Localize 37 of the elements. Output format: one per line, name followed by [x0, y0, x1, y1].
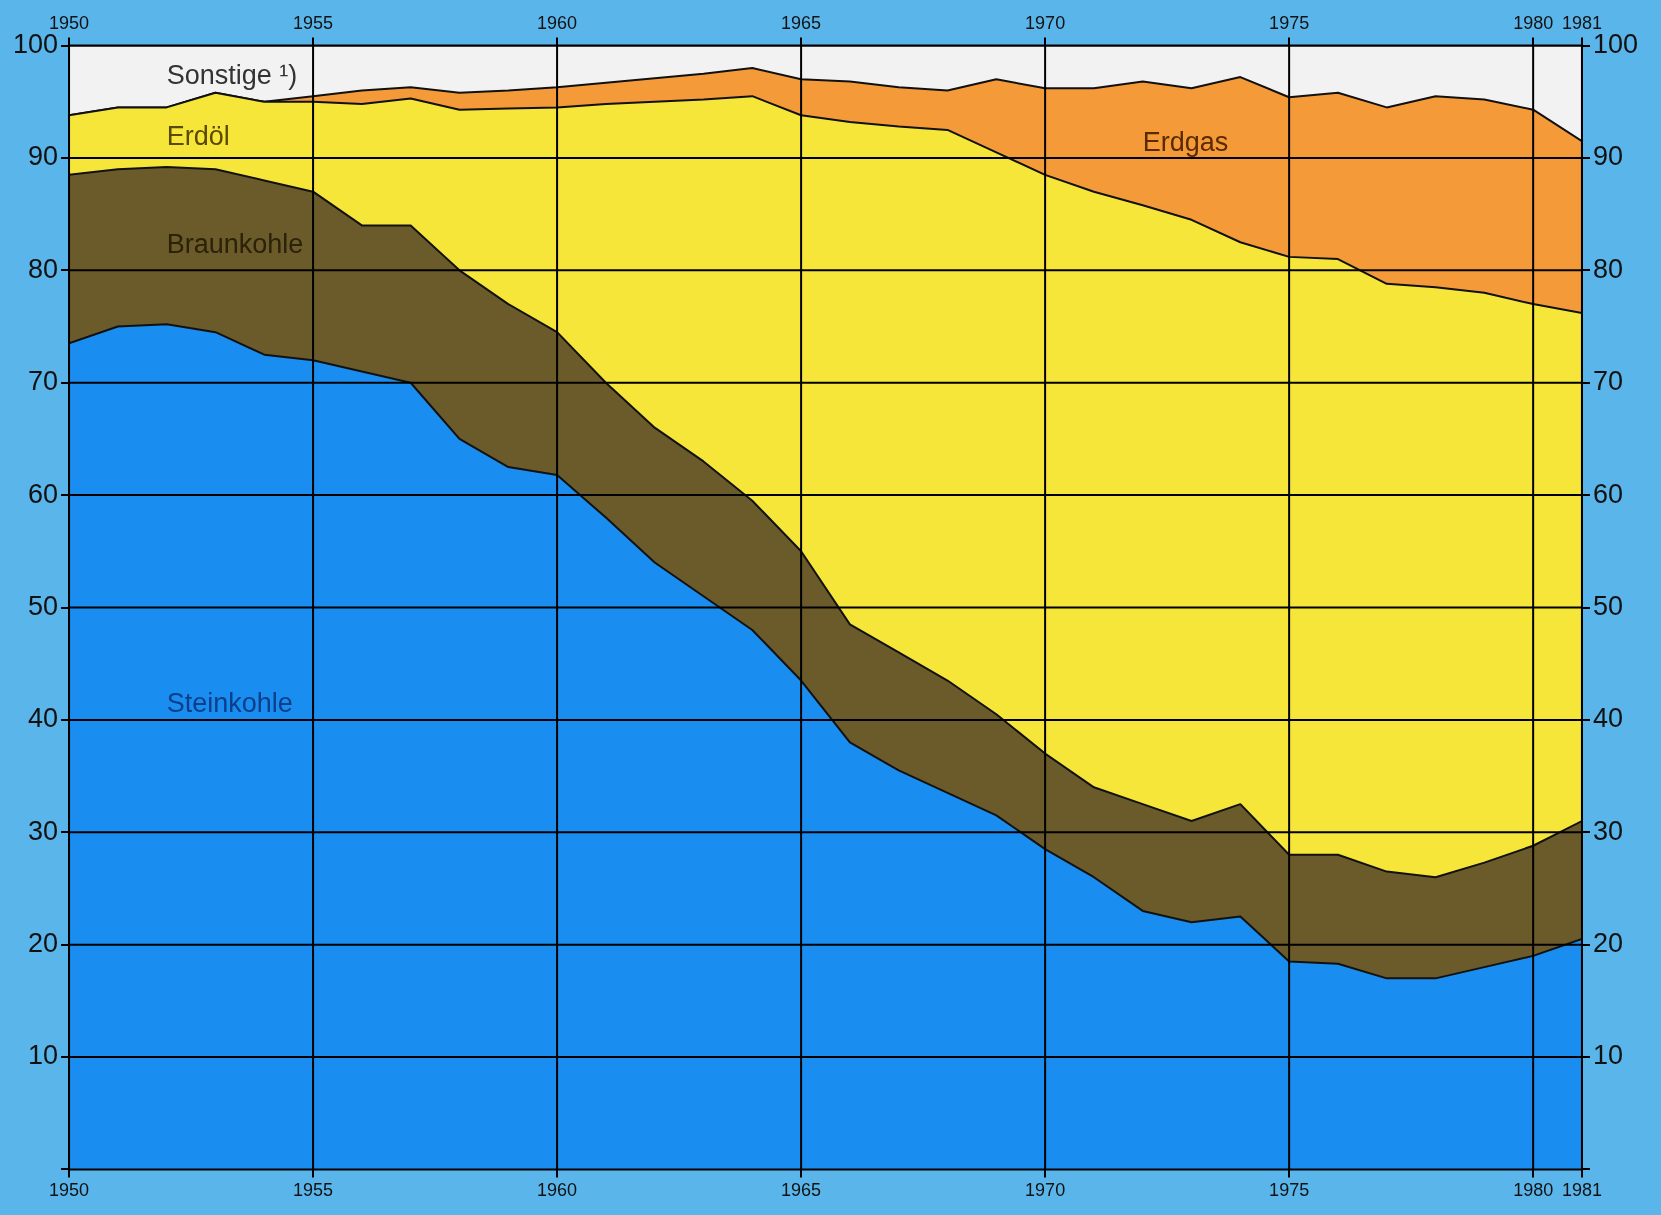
y2-tick-label: 20	[1592, 928, 1623, 959]
series-label: Steinkohle	[166, 688, 293, 719]
x2-tick-label: 1965	[781, 12, 822, 33]
y2-tick-label: 40	[1592, 703, 1623, 734]
y2-tick-label: 50	[1592, 590, 1623, 621]
y-tick-label: 90	[28, 141, 59, 172]
x-tick-label: 1981	[1561, 1180, 1602, 1201]
x-tick-label: 1970	[1025, 1180, 1066, 1201]
x2-tick-label: 1970	[1025, 12, 1066, 33]
y-tick-label: 70	[28, 366, 59, 397]
y2-tick-label: 10	[1592, 1040, 1623, 1071]
y2-tick-label: 80	[1592, 253, 1623, 284]
y-tick-label: 80	[28, 253, 59, 284]
x2-tick-label: 1980	[1513, 12, 1554, 33]
y2-tick-label: 90	[1592, 141, 1623, 172]
x2-tick-label: 1960	[537, 12, 578, 33]
y2-tick-label: 60	[1592, 478, 1623, 509]
x-tick-label: 1955	[293, 1180, 334, 1201]
y2-tick-label: 30	[1592, 815, 1623, 846]
series-label: Sonstige ¹)	[166, 59, 298, 90]
x-tick-label: 1960	[537, 1180, 578, 1201]
y-tick-label: 40	[28, 703, 59, 734]
series-label: Erdöl	[166, 120, 230, 151]
series-label: Erdgas	[1142, 126, 1229, 157]
x-tick-label: 1950	[49, 1180, 90, 1201]
y-tick-label: 10	[28, 1040, 59, 1071]
y2-tick-label: 70	[1592, 366, 1623, 397]
series-label: Braunkohle	[166, 229, 304, 260]
y-tick-label: 50	[28, 590, 59, 621]
x2-tick-label: 1955	[293, 12, 334, 33]
x-tick-label: 1980	[1513, 1180, 1554, 1201]
x2-tick-label: 1975	[1269, 12, 1310, 33]
x-tick-label: 1965	[781, 1180, 822, 1201]
y-tick-label: 30	[28, 815, 59, 846]
y-tick-label: 20	[28, 928, 59, 959]
x-tick-label: 1975	[1269, 1180, 1310, 1201]
y-tick-label: 60	[28, 478, 59, 509]
